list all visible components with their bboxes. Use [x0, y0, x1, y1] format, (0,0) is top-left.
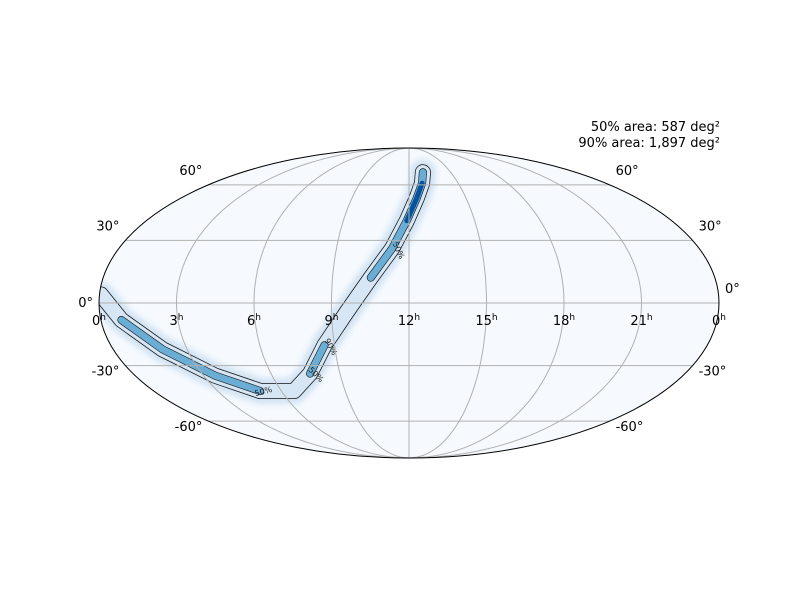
ra-tick-label: 6h: [247, 313, 261, 329]
contour-50-fill-2: [118, 316, 264, 395]
meridian-21h: [408, 148, 643, 458]
ra-tick-label: 9h: [325, 313, 339, 329]
dec-tick-label-right: 30°: [699, 219, 722, 234]
dec-tick-label-left: 60°: [179, 164, 202, 179]
ra-tick-label: 21h: [630, 313, 652, 329]
peak-probability: [404, 180, 425, 224]
ra-tick-label: 3h: [170, 313, 184, 329]
dec-tick-label-left: -30°: [92, 365, 120, 380]
dec-tick-label-right: 0°: [725, 282, 740, 297]
meridian-3h: [175, 148, 410, 458]
area-90-annotation: 90% area: 1,897 deg²: [578, 136, 720, 151]
ra-tick-label: 0h: [712, 313, 726, 329]
area-50-annotation: 50% area: 587 deg²: [590, 120, 720, 135]
meridian-18h: [408, 148, 565, 458]
meridian-15h: [408, 148, 487, 458]
map-frame: [98, 147, 720, 459]
ra-tick-label: 15h: [475, 313, 497, 329]
dec-tick-label-right: -60°: [616, 420, 644, 435]
ra-tick-label: 0h: [92, 313, 106, 329]
meridian-9h: [331, 148, 410, 458]
meridian-6h: [253, 148, 410, 458]
dec-tick-label-right: -30°: [699, 365, 727, 380]
ra-tick-label: 18h: [553, 313, 575, 329]
dec-tick-label-left: -60°: [175, 420, 203, 435]
dec-tick-label-left: 0°: [78, 296, 93, 311]
dec-tick-label-left: 30°: [96, 219, 119, 234]
contour-50-fill-1: [306, 341, 328, 377]
ra-tick-label: 12h: [398, 313, 420, 329]
dec-tick-label-right: 60°: [616, 164, 639, 179]
